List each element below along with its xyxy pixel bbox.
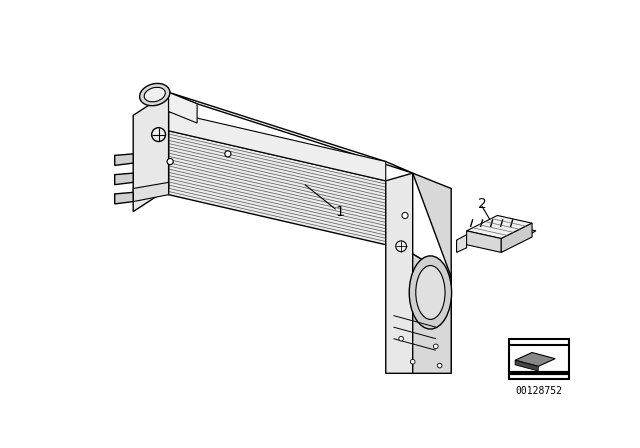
Text: 2: 2 [477, 197, 486, 211]
Polygon shape [115, 173, 133, 185]
Ellipse shape [144, 87, 165, 102]
Bar [509, 339, 569, 379]
Ellipse shape [409, 256, 452, 329]
Circle shape [167, 159, 173, 165]
Circle shape [433, 344, 438, 349]
Circle shape [399, 336, 403, 341]
Polygon shape [515, 353, 555, 366]
Polygon shape [168, 92, 413, 173]
Polygon shape [459, 223, 536, 250]
Ellipse shape [140, 83, 170, 106]
Polygon shape [115, 154, 133, 165]
Circle shape [402, 212, 408, 219]
Circle shape [410, 359, 415, 364]
Polygon shape [386, 173, 451, 373]
Polygon shape [168, 112, 386, 181]
Polygon shape [168, 92, 197, 123]
Text: 00128752: 00128752 [515, 386, 563, 396]
Polygon shape [115, 192, 133, 204]
Circle shape [152, 128, 166, 142]
Polygon shape [413, 173, 451, 373]
Polygon shape [168, 131, 386, 245]
Polygon shape [456, 235, 467, 252]
Polygon shape [467, 215, 532, 238]
Polygon shape [133, 92, 168, 211]
Circle shape [396, 241, 406, 252]
Polygon shape [501, 223, 532, 252]
Circle shape [437, 363, 442, 368]
Polygon shape [133, 182, 168, 202]
Text: 1: 1 [335, 205, 344, 219]
Polygon shape [467, 231, 501, 252]
Polygon shape [515, 360, 538, 371]
Circle shape [225, 151, 231, 157]
Ellipse shape [416, 266, 445, 319]
